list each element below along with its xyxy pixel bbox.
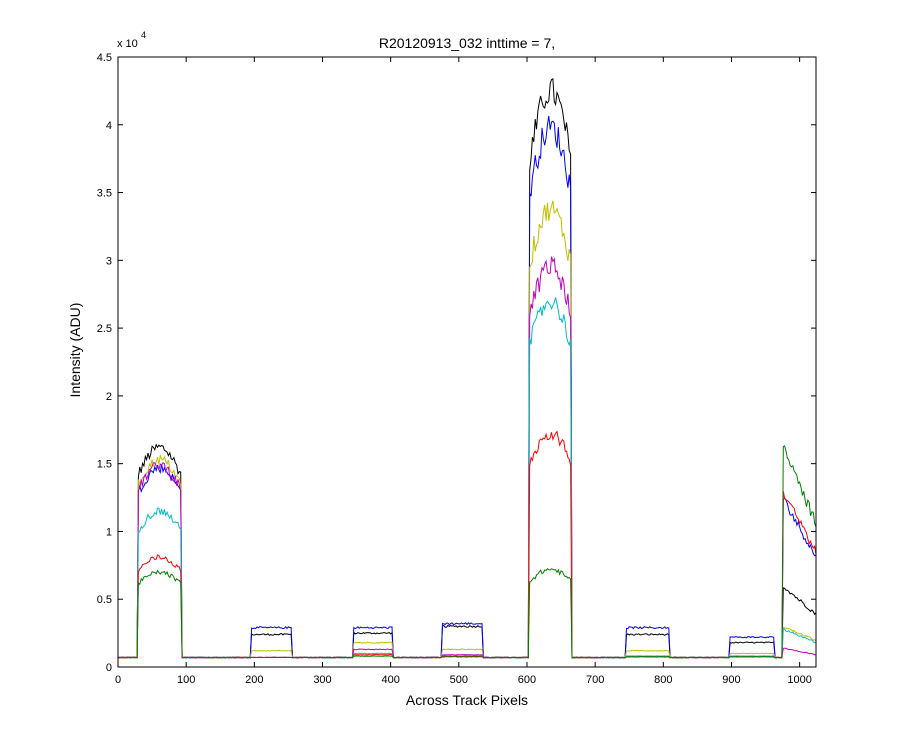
y-tick-label: 4	[106, 120, 112, 132]
x-axis-label: Across Track Pixels	[406, 692, 528, 708]
x-tick-label: 600	[518, 674, 536, 686]
series-line-0	[117, 77, 817, 659]
x-tick-label: 100	[177, 674, 195, 686]
y-tick-label: 2.5	[97, 323, 112, 335]
y-tick-label: 2	[106, 391, 112, 403]
plot-lines	[117, 77, 817, 659]
y-exponent-label: x 10	[117, 38, 138, 50]
y-tick-label: 0.5	[97, 594, 112, 606]
x-tick-label: 300	[313, 674, 331, 686]
x-tick-label: 200	[245, 674, 263, 686]
series-line-2	[117, 200, 817, 659]
chart-title: R20120913_032 inttime = 7,	[379, 35, 555, 51]
x-axis-ticks: 0 100 200 300 400 500 600 700 800 900 1000	[115, 57, 812, 686]
series-line-4	[117, 297, 817, 659]
y-axis-ticks: 0 0.5 1 1.5 2 2.5 3 3.5 4 4.5	[97, 52, 816, 674]
series-line-6	[117, 445, 817, 659]
y-tick-label: 1	[106, 526, 112, 538]
y-exponent-power: 4	[141, 30, 146, 40]
series-line-1	[117, 115, 817, 659]
x-tick-label: 900	[722, 674, 740, 686]
series-line-3	[117, 256, 817, 659]
x-tick-label: 400	[381, 674, 399, 686]
x-tick-label: 700	[586, 674, 604, 686]
axes-box	[117, 56, 817, 668]
y-tick-label: 3.5	[97, 188, 112, 200]
y-tick-label: 0	[106, 662, 112, 674]
y-tick-label: 1.5	[97, 459, 112, 471]
y-tick-label: 4.5	[97, 52, 112, 64]
x-tick-label: 500	[450, 674, 468, 686]
x-tick-label: 0	[115, 674, 121, 686]
y-tick-label: 3	[106, 255, 112, 267]
x-tick-label: 800	[654, 674, 672, 686]
y-axis-label: Intensity (ADU)	[67, 303, 83, 398]
x-tick-label: 1000	[787, 674, 811, 686]
